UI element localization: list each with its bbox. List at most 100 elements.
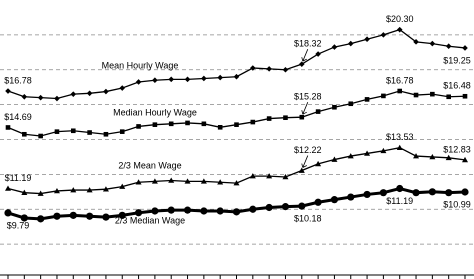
marker bbox=[429, 153, 436, 160]
arrow bbox=[301, 102, 309, 115]
marker bbox=[201, 121, 207, 127]
marker bbox=[249, 205, 257, 213]
marker bbox=[445, 43, 452, 50]
value-label: $11.19 bbox=[5, 173, 32, 183]
marker bbox=[364, 97, 370, 102]
marker bbox=[462, 93, 468, 99]
marker bbox=[380, 147, 387, 154]
marker bbox=[428, 188, 436, 196]
marker bbox=[134, 209, 143, 217]
marker bbox=[233, 180, 240, 186]
marker bbox=[119, 85, 126, 91]
marker bbox=[37, 190, 44, 196]
marker bbox=[119, 129, 125, 134]
marker bbox=[102, 213, 110, 221]
value-label: $16.78 bbox=[386, 75, 414, 85]
value-label: $18.32 bbox=[294, 39, 322, 49]
marker bbox=[330, 196, 339, 204]
marker bbox=[200, 178, 207, 184]
marker bbox=[315, 51, 321, 57]
marker bbox=[135, 179, 142, 185]
marker bbox=[37, 94, 44, 101]
marker bbox=[381, 93, 386, 99]
marker bbox=[379, 189, 387, 197]
marker bbox=[70, 128, 76, 134]
marker bbox=[86, 90, 93, 97]
value-label: $12.22 bbox=[294, 145, 322, 155]
marker bbox=[380, 32, 387, 38]
marker bbox=[445, 189, 453, 197]
marker bbox=[217, 124, 223, 130]
marker bbox=[413, 153, 420, 159]
marker bbox=[298, 167, 305, 173]
value-label: $11.19 bbox=[386, 196, 413, 206]
marker bbox=[315, 160, 322, 167]
marker bbox=[250, 65, 256, 71]
marker bbox=[396, 144, 403, 150]
marker bbox=[69, 211, 77, 219]
marker bbox=[266, 66, 272, 72]
series-label: 2/3 Mean Wage bbox=[118, 160, 181, 170]
marker bbox=[5, 88, 11, 94]
series-line bbox=[7, 147, 466, 195]
marker bbox=[396, 26, 403, 33]
marker bbox=[266, 116, 272, 121]
marker bbox=[37, 215, 45, 223]
value-label: $14.69 bbox=[4, 112, 32, 122]
marker bbox=[298, 61, 305, 67]
marker bbox=[217, 179, 224, 185]
marker bbox=[265, 203, 273, 212]
marker bbox=[103, 88, 109, 95]
marker bbox=[21, 189, 28, 195]
marker bbox=[38, 133, 43, 139]
marker bbox=[103, 131, 109, 137]
value-label: $9.79 bbox=[7, 220, 30, 230]
marker bbox=[87, 130, 92, 135]
marker bbox=[429, 40, 436, 47]
marker bbox=[4, 209, 12, 217]
marker bbox=[445, 154, 452, 161]
marker bbox=[216, 207, 224, 215]
marker bbox=[266, 173, 273, 179]
marker bbox=[314, 198, 322, 206]
series-label: Median Hourly Wage bbox=[113, 107, 197, 117]
marker bbox=[151, 207, 159, 215]
marker bbox=[331, 44, 338, 50]
marker bbox=[168, 177, 175, 183]
marker bbox=[70, 91, 77, 97]
marker bbox=[412, 189, 420, 197]
value-label: $10.18 bbox=[294, 213, 322, 223]
marker bbox=[21, 93, 28, 100]
value-label: $13.53 bbox=[386, 132, 414, 142]
marker bbox=[168, 76, 175, 83]
marker bbox=[20, 214, 28, 222]
value-label: $19.25 bbox=[443, 55, 471, 65]
value-label: $15.28 bbox=[294, 92, 322, 102]
marker bbox=[413, 39, 419, 45]
marker bbox=[298, 202, 306, 210]
marker bbox=[299, 114, 305, 120]
marker bbox=[54, 95, 60, 102]
marker bbox=[168, 121, 174, 127]
marker bbox=[135, 79, 142, 85]
marker bbox=[54, 129, 60, 134]
marker bbox=[184, 76, 191, 83]
marker bbox=[86, 212, 94, 220]
marker bbox=[5, 125, 11, 130]
arrow bbox=[301, 49, 309, 62]
marker bbox=[347, 40, 354, 47]
marker bbox=[233, 73, 240, 80]
marker bbox=[282, 173, 289, 180]
marker bbox=[396, 184, 404, 193]
marker bbox=[234, 122, 239, 127]
marker bbox=[250, 119, 256, 125]
marker bbox=[53, 212, 61, 220]
marker bbox=[446, 94, 451, 100]
marker bbox=[102, 186, 109, 192]
series-label: 2/3 Median Wage bbox=[115, 215, 185, 225]
marker bbox=[283, 115, 288, 121]
series-line bbox=[7, 28, 466, 100]
marker bbox=[282, 66, 289, 73]
marker bbox=[461, 188, 469, 196]
